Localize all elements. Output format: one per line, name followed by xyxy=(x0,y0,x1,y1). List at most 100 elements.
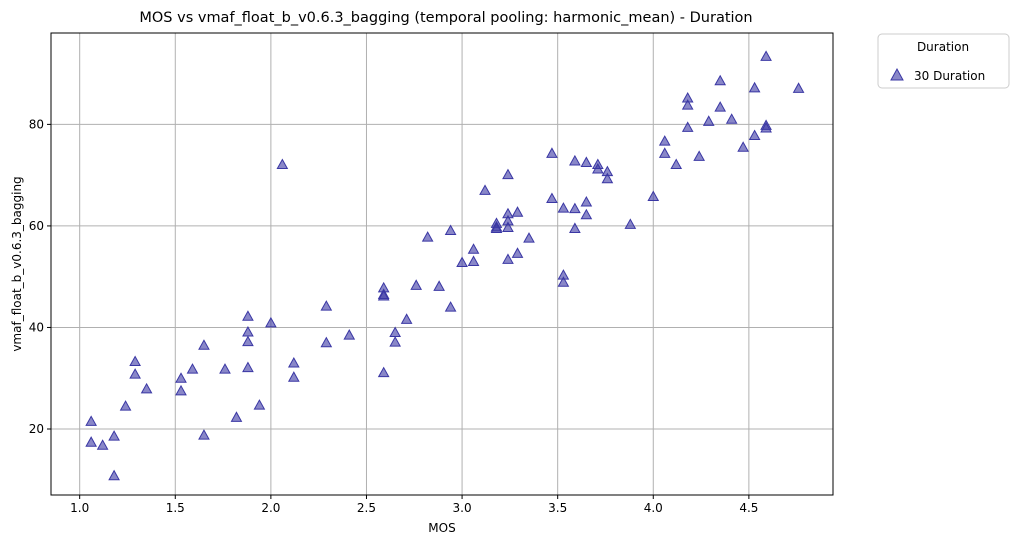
x-tick-label: 1.5 xyxy=(166,501,185,515)
data-point xyxy=(569,222,581,233)
y-axis-label: vmaf_float_b_v0.6.3_bagging xyxy=(10,176,24,351)
data-point xyxy=(119,400,132,411)
x-axis-ticks: 1.0 1.5 2.0 2.5 3.0 3.5 4.0 4.5 xyxy=(70,495,758,515)
data-point xyxy=(410,279,423,290)
data-point xyxy=(320,300,333,311)
data-point xyxy=(198,429,210,440)
data-point xyxy=(557,202,570,213)
data-point xyxy=(175,384,187,396)
data-point xyxy=(490,222,503,233)
data-point xyxy=(219,363,231,374)
legend-box xyxy=(877,33,1010,89)
data-point xyxy=(658,135,671,146)
data-point xyxy=(502,253,514,264)
data-point xyxy=(591,163,604,174)
data-point xyxy=(737,141,749,152)
x-tick-label: 2.0 xyxy=(261,501,280,515)
plot-frame xyxy=(50,32,834,496)
data-point xyxy=(624,218,637,229)
data-point xyxy=(502,168,514,180)
data-point xyxy=(287,356,300,368)
data-point xyxy=(433,280,445,291)
data-point xyxy=(546,147,558,158)
data-point xyxy=(569,154,581,166)
y-tick-label: 20 xyxy=(29,422,44,436)
data-point xyxy=(230,411,243,422)
data-point xyxy=(421,231,434,242)
data-point xyxy=(511,206,524,217)
data-point xyxy=(253,399,266,410)
data-point xyxy=(792,82,805,93)
data-point xyxy=(479,184,491,195)
data-point xyxy=(85,415,98,426)
data-point xyxy=(748,81,761,93)
data-point xyxy=(377,366,390,378)
legend: Duration 30 Duration xyxy=(877,33,1010,89)
data-point xyxy=(580,156,593,167)
data-point xyxy=(569,202,581,214)
data-point xyxy=(320,336,333,348)
data-point xyxy=(377,289,390,301)
x-axis-label: MOS xyxy=(428,521,455,535)
data-point xyxy=(557,276,570,287)
legend-marker-triangle xyxy=(890,67,904,81)
data-point xyxy=(265,316,277,328)
data-point xyxy=(725,113,738,124)
data-point xyxy=(714,101,727,112)
data-point xyxy=(511,247,524,258)
data-point xyxy=(108,469,120,481)
x-tick-label: 1.0 xyxy=(70,501,89,515)
x-tick-label: 2.5 xyxy=(357,501,376,515)
legend-title: Duration xyxy=(917,40,969,54)
x-tick-label: 3.5 xyxy=(548,501,567,515)
y-tick-label: 60 xyxy=(29,219,44,233)
data-point xyxy=(748,129,761,141)
data-point xyxy=(85,436,98,447)
data-point xyxy=(444,301,457,312)
data-point xyxy=(670,158,683,169)
data-point xyxy=(702,115,715,126)
data-point xyxy=(242,335,254,347)
data-point xyxy=(198,339,210,350)
data-point xyxy=(658,147,671,158)
y-tick-label: 80 xyxy=(29,117,44,131)
data-point xyxy=(129,355,141,366)
data-points xyxy=(85,50,805,481)
legend-entry-label: 30 Duration xyxy=(914,69,985,83)
y-tick-label: 40 xyxy=(29,320,44,334)
data-point xyxy=(108,430,120,441)
data-point xyxy=(681,99,694,110)
data-point xyxy=(601,172,614,184)
data-point xyxy=(760,50,772,61)
data-point xyxy=(140,382,153,394)
chart-title: MOS vs vmaf_float_b_v0.6.3_bagging (temp… xyxy=(139,10,752,26)
data-point xyxy=(467,255,480,266)
data-point xyxy=(129,368,141,379)
data-point xyxy=(242,310,254,321)
x-tick-label: 4.5 xyxy=(739,501,758,515)
data-point xyxy=(681,121,694,132)
data-point xyxy=(96,439,109,450)
data-point xyxy=(400,313,413,324)
data-point xyxy=(242,361,254,373)
data-point xyxy=(343,329,356,340)
data-point xyxy=(276,158,289,169)
data-point xyxy=(186,363,199,374)
y-axis-ticks: 20 40 60 80 xyxy=(29,117,51,436)
data-point xyxy=(523,232,535,243)
data-point xyxy=(467,243,480,254)
data-point xyxy=(444,224,457,235)
data-point xyxy=(389,336,402,347)
data-point xyxy=(714,74,727,86)
data-point xyxy=(456,256,468,267)
x-tick-label: 4.0 xyxy=(644,501,663,515)
data-point xyxy=(502,221,514,232)
data-point xyxy=(647,190,660,201)
data-point xyxy=(175,372,187,383)
data-point xyxy=(580,208,593,220)
x-tick-label: 3.0 xyxy=(453,501,472,515)
data-point xyxy=(287,371,300,382)
data-point xyxy=(693,150,706,161)
